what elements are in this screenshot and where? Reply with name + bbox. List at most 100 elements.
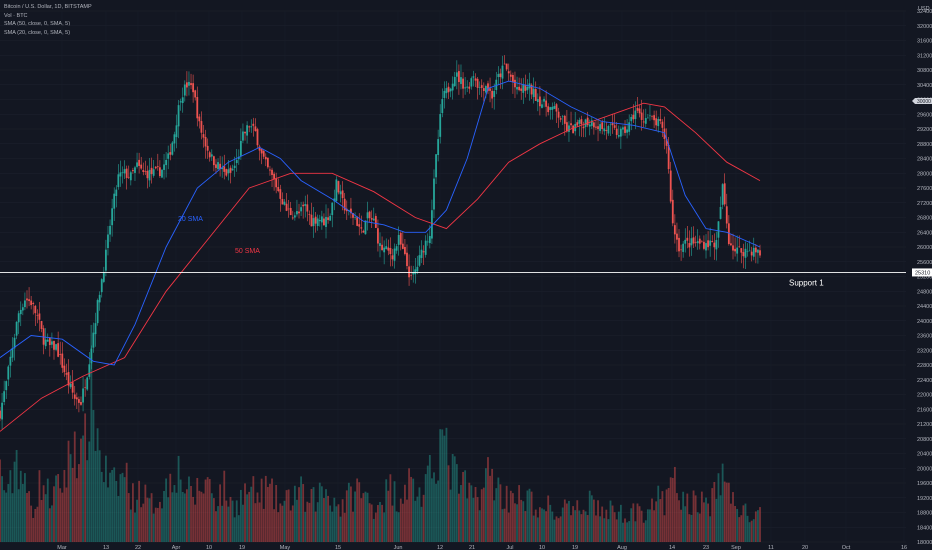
volume-bar [360, 498, 363, 542]
volume-bar [329, 505, 332, 542]
volume-bar [212, 498, 215, 542]
legend-volume[interactable]: Vol · BTC [4, 12, 28, 19]
candle-body [167, 153, 170, 159]
date-tick-label: Oct [842, 545, 851, 550]
volume-bar [541, 508, 543, 542]
candle-body [131, 170, 134, 172]
candle-body [383, 247, 386, 253]
candle-body [17, 313, 20, 323]
volume-bar [630, 508, 633, 542]
volume-bar [291, 505, 294, 542]
candle-body [526, 86, 529, 91]
candle-body [657, 119, 660, 127]
price-axis[interactable]: 32400 32000 31600 31200 30800 30400 30000 29600… [917, 9, 932, 546]
volume-bar [727, 482, 730, 542]
volume-bar [572, 506, 575, 542]
volume-bar [69, 454, 72, 542]
candle-body [451, 83, 454, 91]
candle-body [109, 225, 111, 235]
candle-body [669, 170, 672, 202]
volume-bar [242, 504, 244, 542]
volume-bar [570, 515, 572, 542]
candle-body [306, 204, 309, 212]
candle-body [354, 217, 356, 218]
date-tick-label: Aug [617, 545, 627, 550]
volume-bar [323, 498, 325, 542]
candle-body [509, 74, 512, 77]
legend-sma50[interactable]: SMA (50, close, 0, SMA, 5) [4, 21, 71, 27]
price-tick-label: 24000 [917, 319, 932, 325]
candle-body [271, 169, 273, 175]
candle-body [202, 134, 205, 138]
candle-body [495, 79, 498, 91]
volume-bar [750, 520, 753, 542]
candle-body [601, 122, 604, 129]
volume-bar [98, 450, 101, 542]
date-tick-label: 19 [239, 545, 245, 550]
candle-body [260, 149, 263, 154]
candle-body [0, 410, 1, 419]
volume-bar [223, 470, 226, 542]
candle-body [730, 243, 732, 246]
volume-bar [711, 488, 714, 542]
candle-body [742, 252, 745, 257]
date-axis[interactable]: Mar 13 22 Apr 10 19 May 15 Jun 12 21 Jul 10 19 Aug 14 23… [57, 545, 907, 550]
candle-body [82, 388, 84, 403]
volume-bar [379, 502, 381, 542]
volume-bar [275, 484, 278, 542]
volume-bar [524, 511, 527, 542]
candle-body [291, 217, 294, 219]
volume-bar [285, 490, 288, 542]
price-tick-label: 22400 [917, 378, 932, 384]
candle-body [154, 166, 157, 169]
volume-bar [304, 511, 307, 542]
volume-bar [17, 489, 20, 542]
candle-body [264, 156, 267, 160]
volume-bar [439, 429, 442, 542]
candle-body [570, 123, 572, 126]
candle-body [757, 249, 759, 253]
candle-body [165, 159, 168, 166]
volume-bar [514, 503, 516, 542]
candle-body [78, 399, 80, 403]
price-tick-label: 20800 [917, 437, 932, 443]
candle-body [584, 119, 587, 128]
volume-bar [181, 491, 184, 542]
legend-symbol-title[interactable]: Bitcoin / U.S. Dollar, 1D, BITSTAMP [4, 4, 92, 10]
volume-bar [61, 492, 64, 542]
price-tick-label: 31200 [917, 53, 932, 59]
candle-body [40, 321, 43, 329]
volume-bar [300, 476, 302, 542]
candle-body [559, 118, 562, 120]
date-tick-label: 14 [669, 545, 675, 550]
candle-body [80, 401, 82, 405]
candle-body [676, 233, 678, 240]
chart-legend: Bitcoin / U.S. Dollar, 1D, BITSTAMP Vol … [4, 3, 92, 37]
volume-bar [511, 493, 514, 542]
candle-body [628, 122, 631, 132]
candle-body [217, 162, 219, 170]
candle-body [630, 116, 633, 122]
price-tick-label: 29200 [917, 127, 932, 133]
candle-body [719, 206, 722, 219]
volume-bar [736, 508, 739, 542]
price-tick-label: 22000 [917, 393, 932, 399]
volume-bar [36, 506, 39, 542]
candle-body [163, 164, 165, 170]
legend-sma20[interactable]: SMA (20, close, 0, SMA, 5) [4, 29, 71, 36]
candle-body [717, 221, 720, 238]
volume-bar [495, 488, 498, 542]
candle-body [256, 129, 259, 146]
volume-bar [485, 468, 487, 542]
volume-bar [580, 514, 583, 542]
volume-bar [619, 504, 622, 542]
volume-bar [719, 495, 722, 542]
candle-body [644, 118, 647, 124]
date-tick-label: Jul [506, 545, 513, 550]
volume-bar [339, 516, 342, 542]
volume-bar [158, 501, 161, 542]
candle-body [71, 382, 74, 393]
candle-body [171, 142, 174, 155]
volume-bar [649, 509, 651, 542]
